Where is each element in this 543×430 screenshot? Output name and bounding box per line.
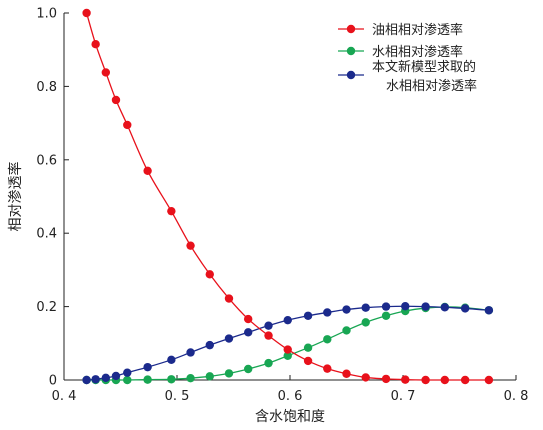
data-point-series-0 xyxy=(283,345,292,354)
data-point-series-2 xyxy=(421,302,430,311)
data-point-series-1 xyxy=(323,335,332,344)
series xyxy=(82,8,494,385)
data-point-series-1 xyxy=(143,375,152,384)
data-point-series-0 xyxy=(460,375,470,385)
data-point-series-2 xyxy=(440,303,450,312)
data-point-series-2 xyxy=(460,304,470,313)
data-point-series-0 xyxy=(342,369,351,378)
data-point-series-2 xyxy=(143,362,152,372)
data-point-series-1 xyxy=(186,373,195,383)
data-point-series-0 xyxy=(484,375,494,385)
data-point-series-0 xyxy=(323,364,332,373)
legend-label-2: 水相相对渗透率 xyxy=(386,78,477,94)
y-tick-label: 0.4 xyxy=(36,227,57,242)
data-point-series-0 xyxy=(82,8,91,18)
data-point-series-0 xyxy=(421,375,430,385)
data-point-series-2 xyxy=(323,308,332,317)
x-tick-label: 0. 7 xyxy=(391,389,416,404)
data-point-series-0 xyxy=(303,356,313,366)
data-point-series-1 xyxy=(303,343,313,352)
data-point-series-1 xyxy=(342,326,351,335)
y-tick-label: 0 xyxy=(49,374,57,389)
data-point-series-2 xyxy=(224,334,234,343)
data-point-series-1 xyxy=(243,364,253,374)
data-point-series-2 xyxy=(101,373,111,382)
legend-marker-1 xyxy=(346,46,356,56)
y-tick-label: 0.8 xyxy=(36,80,57,95)
data-point-series-0 xyxy=(381,374,391,384)
legend-label-2: 本文新模型求取的 xyxy=(372,59,476,75)
data-point-series-2 xyxy=(186,348,195,357)
data-point-series-2 xyxy=(401,302,410,311)
data-point-series-0 xyxy=(123,120,132,130)
y-tick-label: 1.0 xyxy=(36,7,57,22)
data-point-series-2 xyxy=(342,305,351,314)
data-point-series-0 xyxy=(205,270,214,279)
data-point-series-0 xyxy=(143,166,152,176)
data-point-series-2 xyxy=(264,321,273,330)
legend-marker-0 xyxy=(346,24,356,34)
data-point-series-1 xyxy=(283,351,292,360)
data-point-series-0 xyxy=(111,95,121,105)
x-tick-label: 0. 8 xyxy=(504,389,529,404)
y-tick-label: 0.2 xyxy=(36,300,57,315)
data-point-series-1 xyxy=(381,311,391,320)
x-axis-title: 含水饱和度 xyxy=(255,409,325,425)
data-point-series-0 xyxy=(361,373,370,382)
data-point-series-2 xyxy=(381,302,391,311)
data-point-series-0 xyxy=(101,68,111,77)
data-point-series-0 xyxy=(264,331,273,340)
data-point-series-2 xyxy=(205,340,214,350)
data-point-series-1 xyxy=(205,372,214,381)
data-point-series-0 xyxy=(186,241,195,250)
data-point-series-0 xyxy=(91,39,100,49)
data-point-series-2 xyxy=(283,315,292,325)
data-point-series-1 xyxy=(167,375,176,384)
data-point-series-2 xyxy=(361,303,370,312)
x-tick-label: 0. 6 xyxy=(278,389,303,404)
data-point-series-2 xyxy=(167,355,176,365)
data-point-series-1 xyxy=(123,375,132,385)
data-point-series-2 xyxy=(484,306,494,315)
data-point-series-0 xyxy=(243,314,253,324)
data-point-series-1 xyxy=(361,318,370,327)
data-point-series-1 xyxy=(224,369,234,378)
data-point-series-0 xyxy=(224,294,234,303)
y-tick-label: 0.6 xyxy=(36,153,57,168)
legend-label-1: 水相相对渗透率 xyxy=(372,44,463,60)
data-point-series-2 xyxy=(82,375,91,385)
data-point-series-1 xyxy=(264,358,273,368)
y-axis-title: 相对渗透率 xyxy=(7,162,24,232)
data-point-series-0 xyxy=(167,206,176,216)
data-point-series-2 xyxy=(303,311,313,320)
data-point-series-0 xyxy=(401,375,410,384)
ticks: 0. 4 0. 5 0. 6 0. 7 0. 8 0 0.2 0.4 0.6 0.8 1.0 xyxy=(36,7,528,405)
data-point-series-2 xyxy=(123,368,132,377)
x-tick-label: 0. 5 xyxy=(165,389,190,404)
legend-marker-2 xyxy=(346,70,356,80)
data-point-series-2 xyxy=(111,371,121,381)
x-tick-label: 0. 4 xyxy=(52,389,77,404)
data-point-series-2 xyxy=(243,328,253,337)
data-point-series-0 xyxy=(440,375,450,385)
legend-label-0: 油相相对渗透率 xyxy=(372,22,463,38)
data-point-series-2 xyxy=(91,375,100,384)
